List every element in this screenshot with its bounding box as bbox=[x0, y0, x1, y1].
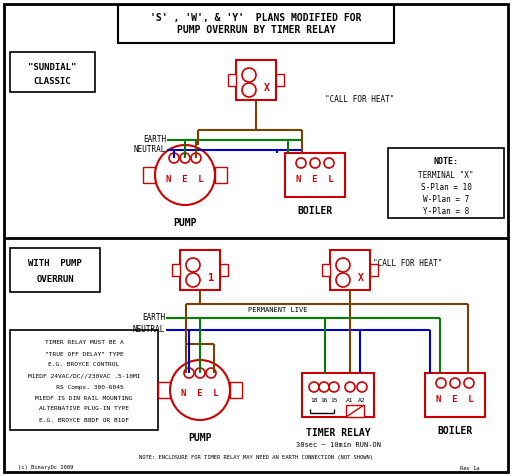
Text: X: X bbox=[264, 83, 270, 93]
FancyBboxPatch shape bbox=[276, 74, 284, 86]
Text: BOILER: BOILER bbox=[437, 426, 473, 436]
Text: EARTH: EARTH bbox=[143, 136, 166, 145]
FancyBboxPatch shape bbox=[215, 167, 227, 183]
FancyBboxPatch shape bbox=[172, 264, 180, 276]
Text: PUMP: PUMP bbox=[173, 218, 197, 228]
Text: ALTERNATIVE PLUG-IN TYPE: ALTERNATIVE PLUG-IN TYPE bbox=[39, 407, 129, 411]
Text: N  E  L: N E L bbox=[436, 395, 474, 404]
Text: PUMP: PUMP bbox=[188, 433, 212, 443]
Text: PERMANENT LIVE: PERMANENT LIVE bbox=[248, 307, 308, 313]
Text: A1: A1 bbox=[346, 398, 354, 404]
Circle shape bbox=[186, 273, 200, 287]
FancyBboxPatch shape bbox=[388, 148, 504, 218]
FancyBboxPatch shape bbox=[10, 330, 158, 430]
Text: E.G. BROYCE CONTROL: E.G. BROYCE CONTROL bbox=[48, 363, 120, 367]
Text: (c) BinaryDc 2009: (c) BinaryDc 2009 bbox=[18, 466, 73, 470]
Circle shape bbox=[329, 382, 339, 392]
Circle shape bbox=[242, 68, 256, 82]
FancyBboxPatch shape bbox=[10, 52, 95, 92]
FancyBboxPatch shape bbox=[330, 250, 370, 290]
FancyBboxPatch shape bbox=[4, 4, 508, 472]
Text: NEUTRAL: NEUTRAL bbox=[134, 146, 166, 155]
Circle shape bbox=[324, 158, 334, 168]
Circle shape bbox=[195, 368, 205, 378]
Circle shape bbox=[169, 153, 179, 163]
FancyBboxPatch shape bbox=[285, 153, 345, 197]
Text: Y-Plan = 8: Y-Plan = 8 bbox=[423, 207, 469, 216]
Circle shape bbox=[186, 258, 200, 272]
Text: X: X bbox=[358, 273, 364, 283]
Text: "CALL FOR HEAT": "CALL FOR HEAT" bbox=[373, 258, 442, 268]
Circle shape bbox=[184, 368, 194, 378]
Text: M1EDF IS DIN RAIL MOUNTING: M1EDF IS DIN RAIL MOUNTING bbox=[35, 396, 133, 400]
Text: E.G. BROYCE B8DF OR B1DF: E.G. BROYCE B8DF OR B1DF bbox=[39, 417, 129, 423]
FancyBboxPatch shape bbox=[302, 373, 374, 417]
Circle shape bbox=[436, 378, 446, 388]
FancyBboxPatch shape bbox=[118, 5, 394, 43]
Text: TIMER RELAY: TIMER RELAY bbox=[306, 428, 370, 438]
FancyBboxPatch shape bbox=[10, 248, 100, 292]
Text: OVERRUN: OVERRUN bbox=[36, 275, 74, 284]
Text: "SUNDIAL": "SUNDIAL" bbox=[28, 62, 76, 71]
Text: 30sec ~ 10min RUN-ON: 30sec ~ 10min RUN-ON bbox=[295, 442, 380, 448]
Text: TERMINAL "X": TERMINAL "X" bbox=[418, 170, 474, 179]
Text: WITH  PUMP: WITH PUMP bbox=[28, 259, 82, 268]
Circle shape bbox=[191, 153, 201, 163]
Text: 'S' , 'W', & 'Y'  PLANS MODIFIED FOR: 'S' , 'W', & 'Y' PLANS MODIFIED FOR bbox=[150, 13, 362, 23]
Text: 16: 16 bbox=[320, 398, 328, 404]
Text: N  E  L: N E L bbox=[181, 389, 219, 398]
Text: 1: 1 bbox=[208, 273, 214, 283]
Circle shape bbox=[155, 145, 215, 205]
Text: "TRUE OFF DELAY" TYPE: "TRUE OFF DELAY" TYPE bbox=[45, 351, 123, 357]
Text: NOTE:: NOTE: bbox=[434, 158, 459, 167]
FancyBboxPatch shape bbox=[158, 382, 170, 398]
Text: N  E  L: N E L bbox=[166, 175, 204, 184]
FancyBboxPatch shape bbox=[228, 74, 236, 86]
Circle shape bbox=[464, 378, 474, 388]
FancyBboxPatch shape bbox=[230, 382, 242, 398]
Text: RS Comps. 300-6045: RS Comps. 300-6045 bbox=[45, 385, 123, 389]
Circle shape bbox=[319, 382, 329, 392]
FancyBboxPatch shape bbox=[143, 167, 155, 183]
Circle shape bbox=[336, 258, 350, 272]
Text: EARTH: EARTH bbox=[142, 314, 165, 323]
Circle shape bbox=[345, 382, 355, 392]
Text: PUMP OVERRUN BY TIMER RELAY: PUMP OVERRUN BY TIMER RELAY bbox=[177, 25, 335, 35]
Text: M1EDF 24VAC/DC//230VAC .5-10MI: M1EDF 24VAC/DC//230VAC .5-10MI bbox=[28, 374, 140, 378]
Circle shape bbox=[450, 378, 460, 388]
Text: N  E  L: N E L bbox=[296, 175, 334, 184]
Text: NOTE: ENCLOSURE FOR TIMER RELAY MAY NEED AN EARTH CONNECTION (NOT SHOWN): NOTE: ENCLOSURE FOR TIMER RELAY MAY NEED… bbox=[139, 456, 373, 460]
Circle shape bbox=[357, 382, 367, 392]
FancyBboxPatch shape bbox=[370, 264, 378, 276]
Text: BOILER: BOILER bbox=[297, 206, 333, 216]
FancyBboxPatch shape bbox=[220, 264, 228, 276]
Circle shape bbox=[336, 273, 350, 287]
Text: CLASSIC: CLASSIC bbox=[33, 77, 71, 86]
Circle shape bbox=[309, 382, 319, 392]
Text: TIMER RELAY MUST BE A: TIMER RELAY MUST BE A bbox=[45, 340, 123, 346]
FancyBboxPatch shape bbox=[180, 250, 220, 290]
Text: 15: 15 bbox=[330, 398, 338, 404]
Circle shape bbox=[310, 158, 320, 168]
FancyBboxPatch shape bbox=[425, 373, 485, 417]
FancyBboxPatch shape bbox=[322, 264, 330, 276]
Circle shape bbox=[242, 83, 256, 97]
Text: Rev 1a: Rev 1a bbox=[460, 466, 480, 470]
Text: 18: 18 bbox=[310, 398, 318, 404]
Text: A2: A2 bbox=[358, 398, 366, 404]
Text: "CALL FOR HEAT": "CALL FOR HEAT" bbox=[325, 96, 394, 105]
Circle shape bbox=[170, 360, 230, 420]
FancyBboxPatch shape bbox=[346, 405, 364, 417]
FancyBboxPatch shape bbox=[236, 60, 276, 100]
Text: NEUTRAL: NEUTRAL bbox=[133, 326, 165, 335]
Text: W-Plan = 7: W-Plan = 7 bbox=[423, 195, 469, 204]
Text: S-Plan = 10: S-Plan = 10 bbox=[420, 182, 472, 191]
Circle shape bbox=[296, 158, 306, 168]
Circle shape bbox=[180, 153, 190, 163]
Circle shape bbox=[206, 368, 216, 378]
